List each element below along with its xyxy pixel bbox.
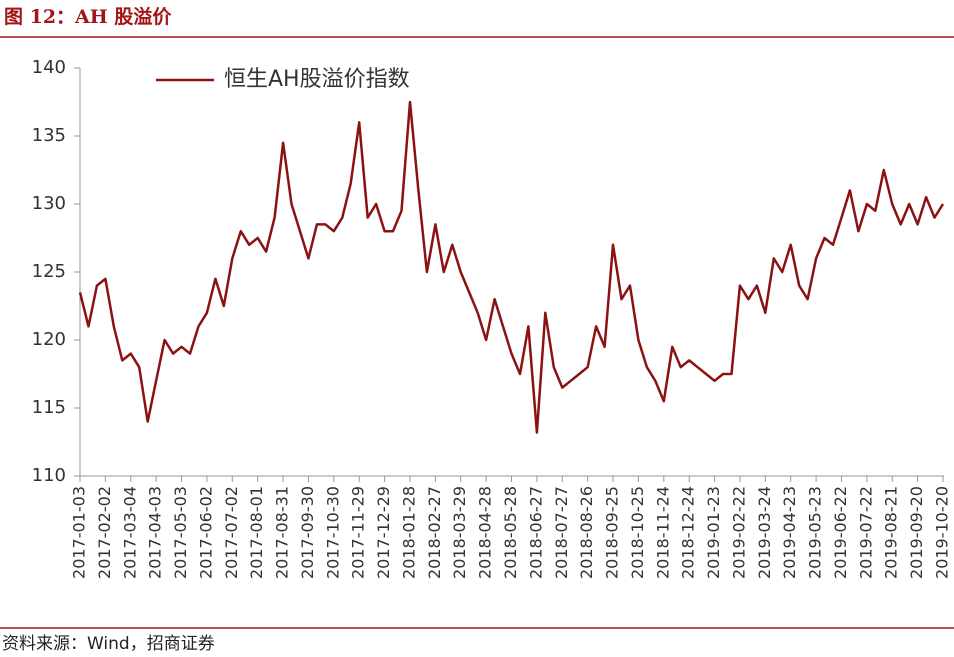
x-tick-label: 2018-12-24 bbox=[679, 486, 698, 579]
x-tick-label: 2019-06-22 bbox=[831, 486, 850, 579]
x-tick-label: 2017-01-03 bbox=[70, 486, 89, 579]
x-tick-label: 2018-11-24 bbox=[653, 486, 672, 579]
x-tick-label: 2019-08-21 bbox=[882, 486, 901, 579]
y-tick-label: 125 bbox=[32, 261, 66, 282]
x-tick-label: 2018-10-25 bbox=[628, 486, 647, 579]
x-tick-label: 2017-10-30 bbox=[323, 486, 342, 579]
x-tick-label: 2017-04-03 bbox=[146, 486, 165, 579]
x-tick-label: 2019-04-23 bbox=[780, 486, 799, 579]
x-tick-label: 2019-09-20 bbox=[907, 486, 926, 579]
x-tick-label: 2019-07-22 bbox=[856, 486, 875, 579]
x-tick-label: 2019-03-24 bbox=[755, 486, 774, 579]
x-tick-label: 2018-04-28 bbox=[476, 486, 495, 579]
x-tick-label: 2017-08-31 bbox=[273, 486, 292, 579]
y-tick-label: 120 bbox=[32, 329, 66, 350]
x-tick-label: 2018-06-27 bbox=[526, 486, 545, 579]
chart-title: 图 12：AH 股溢价 bbox=[4, 5, 172, 28]
y-tick-label: 135 bbox=[32, 125, 66, 146]
x-tick-label: 2018-05-28 bbox=[501, 486, 520, 579]
x-tick-label: 2018-09-25 bbox=[603, 486, 622, 579]
x-tick-label: 2017-02-02 bbox=[95, 486, 114, 579]
legend-label: 恒生AH股溢价指数 bbox=[224, 67, 410, 92]
x-tick-label: 2019-05-23 bbox=[806, 486, 825, 579]
y-tick-label: 140 bbox=[32, 57, 66, 78]
x-tick-label: 2017-06-02 bbox=[196, 486, 215, 579]
y-tick-label: 115 bbox=[32, 397, 66, 418]
x-tick-label: 2018-02-27 bbox=[425, 486, 444, 579]
x-tick-label: 2017-11-29 bbox=[349, 486, 368, 579]
x-tick-label: 2017-07-02 bbox=[222, 486, 241, 579]
x-tick-label: 2017-12-29 bbox=[374, 486, 393, 579]
x-tick-label: 2019-01-23 bbox=[704, 486, 723, 579]
x-tick-label: 2017-09-30 bbox=[298, 486, 317, 579]
y-tick-label: 130 bbox=[32, 193, 66, 214]
y-tick-label: 110 bbox=[32, 465, 66, 486]
x-tick-label: 2017-05-03 bbox=[171, 486, 190, 579]
series-line bbox=[78, 100, 945, 434]
x-tick-label: 2017-08-01 bbox=[247, 486, 266, 579]
x-tick-label: 2018-01-28 bbox=[399, 486, 418, 579]
x-tick-label: 2018-03-29 bbox=[450, 486, 469, 579]
source-note: 资料来源：Wind，招商证券 bbox=[2, 634, 215, 654]
x-tick-label: 2017-03-04 bbox=[120, 486, 139, 579]
x-tick-label: 2019-10-20 bbox=[933, 486, 952, 579]
x-tick-label: 2018-08-26 bbox=[577, 486, 596, 579]
x-tick-label: 2019-02-22 bbox=[729, 486, 748, 579]
x-tick-label: 2018-07-27 bbox=[552, 486, 571, 579]
